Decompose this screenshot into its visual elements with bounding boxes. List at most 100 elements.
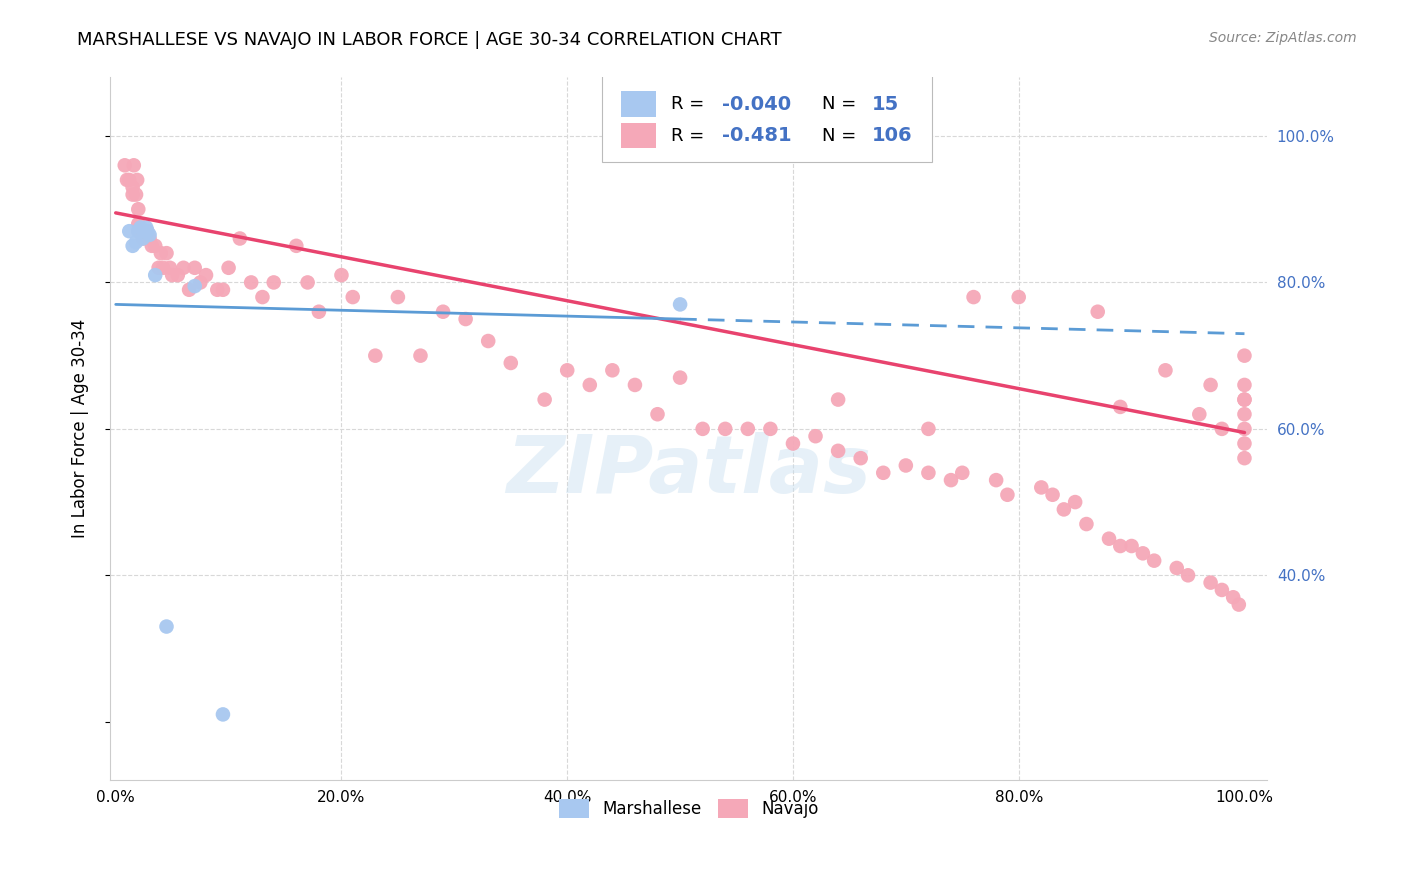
Point xyxy=(555,363,578,377)
Point xyxy=(212,283,235,297)
Point xyxy=(387,290,409,304)
Point xyxy=(1211,582,1233,597)
Point xyxy=(183,279,205,293)
Point xyxy=(1233,407,1256,421)
Point xyxy=(166,268,188,282)
Text: -0.481: -0.481 xyxy=(723,127,792,145)
Point xyxy=(624,378,647,392)
Point xyxy=(132,224,155,238)
Point xyxy=(669,370,692,384)
Point xyxy=(759,422,782,436)
Text: N =: N = xyxy=(821,127,862,145)
Point xyxy=(827,392,849,407)
Point xyxy=(499,356,522,370)
Point xyxy=(127,202,149,217)
Point xyxy=(737,422,759,436)
Point xyxy=(1098,532,1121,546)
Point xyxy=(1008,290,1031,304)
Point xyxy=(1109,539,1132,553)
Point xyxy=(143,239,166,253)
Point xyxy=(330,268,353,282)
Point xyxy=(939,473,962,487)
Point xyxy=(190,276,212,290)
Point xyxy=(1188,407,1211,421)
Point xyxy=(692,422,714,436)
Point xyxy=(849,451,872,466)
Point xyxy=(135,220,157,235)
Point xyxy=(1199,378,1222,392)
Point xyxy=(118,224,141,238)
Point xyxy=(1211,422,1233,436)
Point xyxy=(143,268,166,282)
Point xyxy=(240,276,263,290)
Point xyxy=(141,239,163,253)
Point xyxy=(149,246,172,260)
Text: R =: R = xyxy=(671,127,716,145)
Point xyxy=(285,239,308,253)
Point xyxy=(1233,392,1256,407)
Point xyxy=(207,283,229,297)
Text: MARSHALLESE VS NAVAJO IN LABOR FORCE | AGE 30-34 CORRELATION CHART: MARSHALLESE VS NAVAJO IN LABOR FORCE | A… xyxy=(77,31,782,49)
Point xyxy=(454,312,477,326)
Point xyxy=(114,158,136,172)
Point xyxy=(1233,392,1256,407)
Point xyxy=(138,227,160,242)
Point xyxy=(115,173,138,187)
Text: R =: R = xyxy=(671,95,710,113)
Point xyxy=(136,224,159,238)
Point xyxy=(602,363,624,377)
Point xyxy=(872,466,894,480)
Point xyxy=(409,349,432,363)
Point xyxy=(342,290,364,304)
Point xyxy=(177,283,200,297)
Point xyxy=(962,290,984,304)
Point xyxy=(229,231,252,245)
Point xyxy=(125,187,148,202)
Point xyxy=(218,260,240,275)
Point xyxy=(183,260,205,275)
Point xyxy=(984,473,1007,487)
Point xyxy=(1233,422,1256,436)
Bar xyxy=(621,123,657,148)
Point xyxy=(132,231,155,245)
Point xyxy=(1227,598,1250,612)
Point xyxy=(827,443,849,458)
Text: 15: 15 xyxy=(872,95,898,113)
Point xyxy=(1121,539,1143,553)
Point xyxy=(1087,304,1109,318)
Point xyxy=(1154,363,1177,377)
Point xyxy=(917,466,939,480)
Point xyxy=(804,429,827,443)
Point xyxy=(647,407,669,421)
Point xyxy=(533,392,555,407)
Point xyxy=(714,422,737,436)
Point xyxy=(121,239,143,253)
Point xyxy=(669,297,692,311)
Point xyxy=(195,268,218,282)
Point xyxy=(159,260,181,275)
Point xyxy=(127,224,149,238)
Text: 106: 106 xyxy=(872,127,912,145)
Bar xyxy=(621,92,657,117)
Point xyxy=(132,224,155,238)
Text: -0.040: -0.040 xyxy=(723,95,792,113)
Point xyxy=(129,220,152,235)
Point xyxy=(127,224,149,238)
Point xyxy=(1199,575,1222,590)
Point xyxy=(121,180,143,194)
Point xyxy=(1233,378,1256,392)
Text: N =: N = xyxy=(821,95,862,113)
Point xyxy=(432,304,454,318)
Point xyxy=(917,422,939,436)
Point xyxy=(127,217,149,231)
Point xyxy=(997,488,1019,502)
Point xyxy=(1064,495,1087,509)
Text: ZIPatlas: ZIPatlas xyxy=(506,432,872,510)
Point xyxy=(138,231,160,245)
Point xyxy=(212,707,235,722)
Point xyxy=(578,378,600,392)
Point xyxy=(134,224,156,238)
Point xyxy=(263,276,285,290)
Text: Source: ZipAtlas.com: Source: ZipAtlas.com xyxy=(1209,31,1357,45)
Point xyxy=(122,158,145,172)
